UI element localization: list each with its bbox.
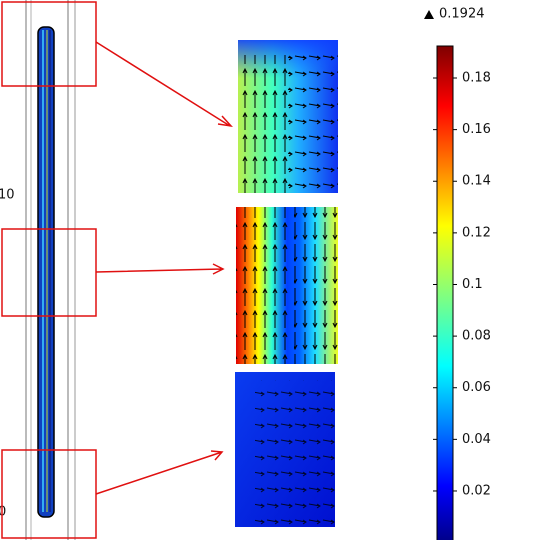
tick-label: 0.18	[462, 71, 491, 86]
tick-label: 0.02	[462, 483, 491, 498]
callouts	[1, 1, 233, 539]
colorbar	[436, 45, 454, 540]
max-marker	[424, 10, 434, 19]
max-label: 0.1924	[439, 7, 485, 22]
tick-label: 0.12	[462, 225, 491, 240]
tick-label: 0.04	[462, 432, 491, 447]
field-panels	[235, 40, 338, 527]
tick-label: 0.08	[462, 329, 491, 344]
tick-label: 0.06	[462, 380, 491, 395]
tick-label: 0.1	[462, 277, 483, 292]
geometry	[25, 0, 76, 540]
tick-label: 0.14	[462, 174, 491, 189]
axis-label: 10	[0, 188, 15, 203]
tick-label: 0.16	[462, 122, 491, 137]
axis-label: 0	[0, 505, 6, 520]
